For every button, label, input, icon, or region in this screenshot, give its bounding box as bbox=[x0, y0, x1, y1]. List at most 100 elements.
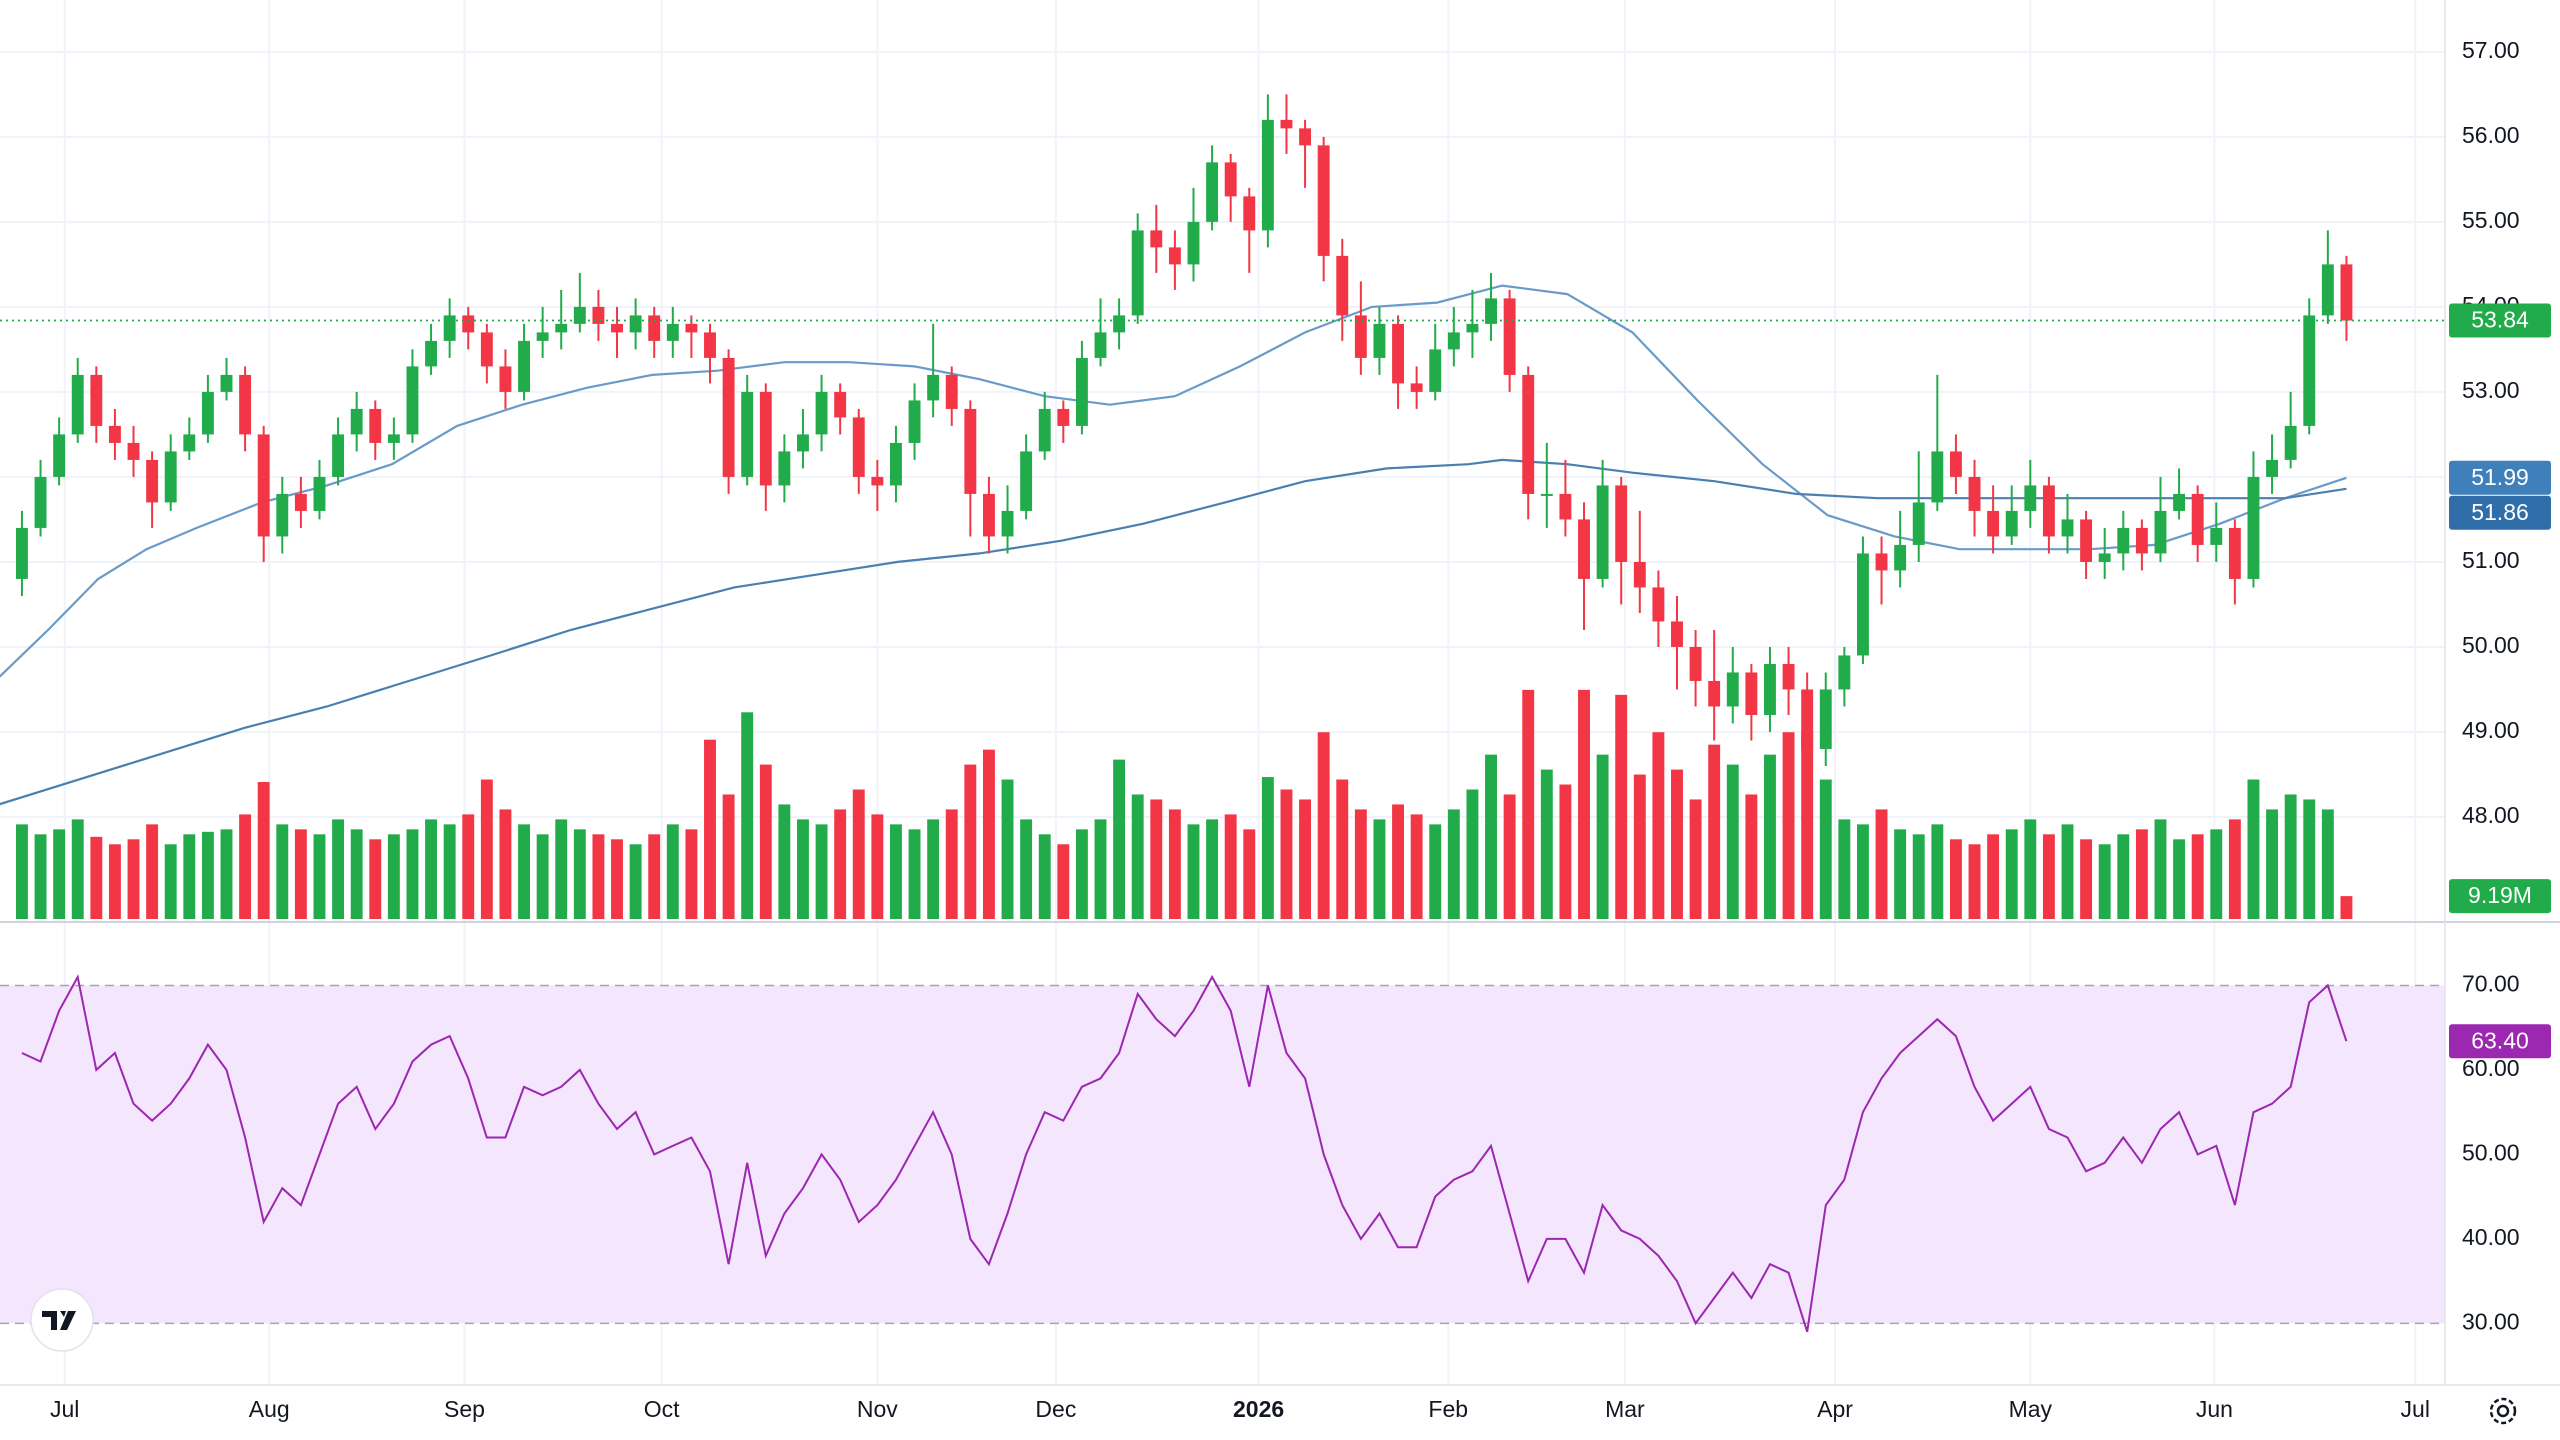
volume-bar bbox=[2210, 829, 2223, 919]
volume-bar bbox=[871, 814, 884, 919]
candle-body bbox=[164, 451, 177, 503]
candle-body bbox=[1038, 408, 1051, 452]
x-tick-label: May bbox=[2009, 1396, 2053, 1422]
candle-body bbox=[518, 340, 530, 392]
candle-body bbox=[1856, 553, 1869, 656]
volume-bar bbox=[406, 829, 419, 919]
volume-bar bbox=[722, 794, 735, 919]
volume-bar bbox=[1578, 689, 1590, 919]
volume-bar bbox=[1931, 824, 1944, 919]
volume-bar bbox=[685, 829, 698, 919]
volume-bar bbox=[443, 824, 456, 919]
candle-body bbox=[1894, 544, 1907, 571]
candle-body bbox=[2135, 527, 2148, 554]
volume-bar bbox=[15, 824, 28, 919]
label-layer: 53.84 51.99 51.86 9.19M 63.40 bbox=[2449, 303, 2551, 1059]
volume-bar bbox=[1764, 754, 1776, 919]
volume-bar bbox=[945, 809, 958, 919]
volume-bar bbox=[1949, 839, 1962, 919]
candle-body bbox=[2191, 493, 2204, 545]
candle-body bbox=[982, 493, 995, 537]
candle-body bbox=[71, 374, 84, 435]
volume-bar bbox=[2321, 809, 2334, 919]
rsi-tick-label: 70.00 bbox=[2462, 971, 2520, 997]
candle-body bbox=[1075, 357, 1088, 426]
candle-body bbox=[1224, 162, 1237, 197]
candle-body bbox=[350, 408, 363, 435]
volume-bar bbox=[1819, 779, 1832, 919]
candle-body bbox=[1168, 247, 1181, 265]
candle-body bbox=[1280, 119, 1293, 129]
candle-body bbox=[1187, 221, 1200, 265]
volume-bar bbox=[1392, 804, 1404, 919]
candle-body bbox=[1206, 162, 1219, 222]
candle-body bbox=[1522, 374, 1535, 494]
candle-body bbox=[15, 527, 28, 579]
candle-body bbox=[1261, 119, 1274, 231]
candle-body bbox=[1429, 349, 1442, 392]
candle-body bbox=[778, 451, 791, 486]
volume-bar bbox=[908, 829, 921, 919]
candle-body bbox=[2210, 527, 2223, 545]
x-tick-label: Jul bbox=[2401, 1396, 2430, 1422]
volume-layer bbox=[15, 689, 2353, 919]
volume-bar bbox=[239, 814, 252, 919]
volume-bar bbox=[1243, 829, 1256, 919]
candle-body bbox=[1466, 323, 1479, 333]
candle-body bbox=[1447, 332, 1460, 350]
volume-bar bbox=[1299, 799, 1312, 919]
candle-body bbox=[1336, 255, 1349, 316]
volume-bar bbox=[797, 819, 809, 919]
volume-bar bbox=[276, 824, 289, 919]
x-tick-label: Jul bbox=[50, 1396, 79, 1422]
candle-body bbox=[685, 323, 698, 333]
volume-bar bbox=[890, 824, 902, 919]
volume-bar bbox=[2284, 794, 2297, 919]
candle-body bbox=[648, 315, 661, 341]
candle-body bbox=[462, 315, 475, 333]
x-tick-label: Oct bbox=[644, 1396, 680, 1422]
candle-body bbox=[1764, 663, 1776, 715]
volume-bar bbox=[2154, 819, 2167, 919]
volume-bar bbox=[1503, 794, 1516, 919]
volume-bar bbox=[1801, 732, 1814, 919]
candle-body bbox=[834, 391, 847, 418]
candle-body bbox=[2173, 493, 2186, 511]
volume-bar bbox=[2024, 819, 2037, 919]
candle-body bbox=[1819, 689, 1832, 749]
x-tick-label: Apr bbox=[1817, 1396, 1853, 1422]
candle-body bbox=[1875, 553, 1888, 571]
volume-bar bbox=[53, 829, 66, 919]
volume-bar bbox=[1057, 844, 1070, 919]
volume-bar bbox=[499, 809, 512, 919]
volume-bar bbox=[1987, 834, 2000, 919]
volume-bar bbox=[1206, 819, 1219, 919]
volume-bar bbox=[2173, 839, 2186, 919]
settings-button[interactable] bbox=[2489, 1397, 2517, 1425]
rsi-layer bbox=[21, 974, 2348, 1333]
candle-body bbox=[1057, 408, 1070, 426]
value-box-label: 51.86 bbox=[2471, 499, 2529, 525]
candle-body bbox=[536, 332, 549, 341]
rsi-tick-label: 50.00 bbox=[2462, 1139, 2520, 1165]
volume-bar bbox=[1522, 689, 1535, 919]
value-box-label: 63.40 bbox=[2471, 1027, 2529, 1053]
volume-bar bbox=[1559, 784, 1572, 919]
volume-bar bbox=[1838, 819, 1851, 919]
volume-bar bbox=[1001, 779, 1014, 919]
volume-bar bbox=[741, 712, 754, 919]
moving-average bbox=[0, 458, 2347, 806]
candle-body bbox=[797, 434, 809, 452]
volume-bar bbox=[927, 819, 940, 919]
candle-body bbox=[1540, 493, 1553, 496]
volume-bar bbox=[2247, 779, 2260, 919]
candle-body bbox=[2228, 527, 2241, 579]
logo[interactable] bbox=[30, 1288, 94, 1352]
volume-bar bbox=[2005, 829, 2018, 919]
candle-body bbox=[1410, 383, 1423, 392]
volume-bar bbox=[201, 831, 214, 919]
volume-bar bbox=[1633, 774, 1646, 919]
volume-bar bbox=[2303, 799, 2316, 919]
